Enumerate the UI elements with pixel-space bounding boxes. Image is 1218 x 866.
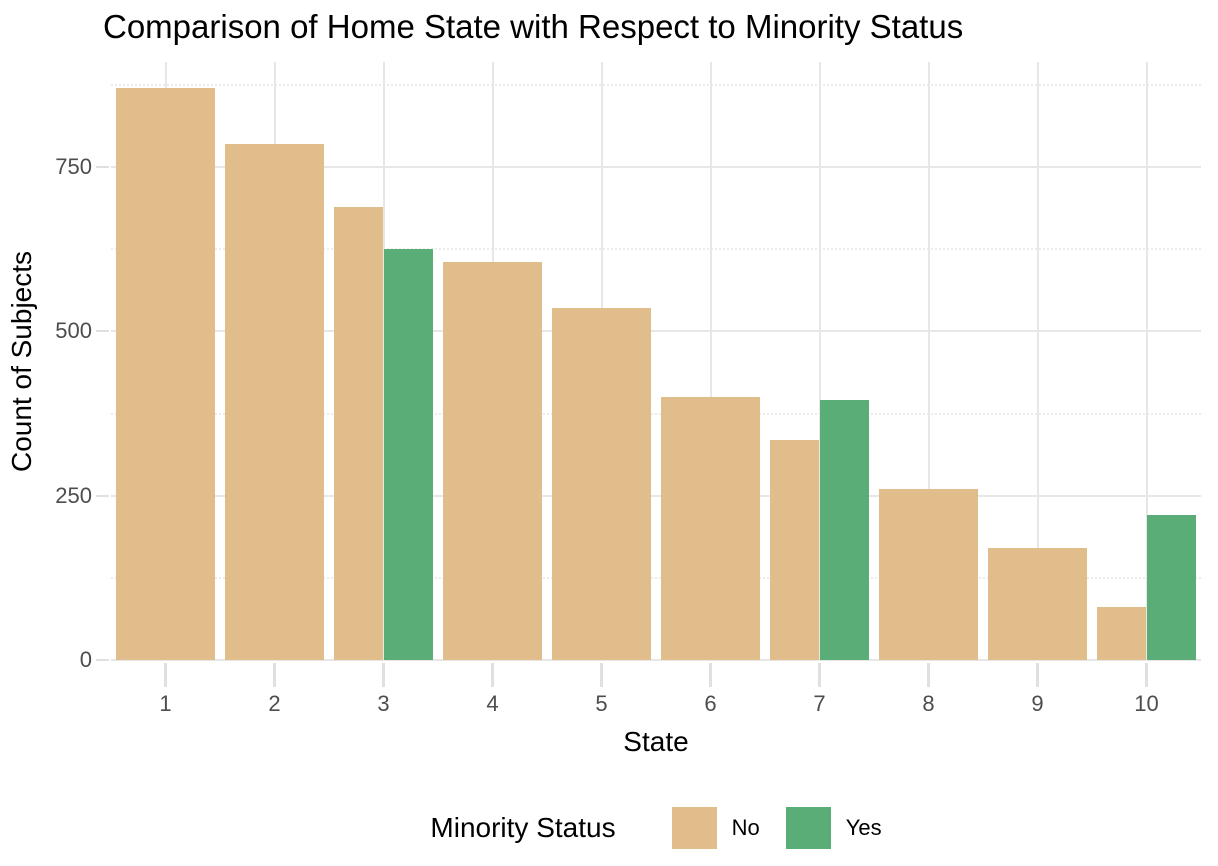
legend: Minority Status No Yes bbox=[94, 798, 1218, 858]
legend-label-no: No bbox=[731, 815, 760, 840]
y-axis-tick bbox=[96, 166, 109, 169]
bar-state-9-no bbox=[988, 548, 1087, 660]
y-tick-label: 500 bbox=[55, 318, 92, 344]
bar-state-1-no bbox=[116, 88, 215, 660]
x-tick-label: 3 bbox=[377, 691, 390, 716]
x-gridline bbox=[709, 62, 712, 660]
bar-state-6-no bbox=[661, 397, 760, 660]
x-tick-label: 7 bbox=[813, 691, 826, 716]
legend-swatch-yes bbox=[785, 807, 831, 849]
y-gridline-minor bbox=[111, 412, 1201, 415]
bar-state-3-yes bbox=[383, 249, 433, 660]
x-axis-title: State bbox=[623, 726, 689, 757]
y-tick-label: 250 bbox=[55, 482, 92, 508]
x-axis-tick bbox=[927, 663, 930, 687]
x-gridline bbox=[927, 62, 930, 660]
x-tick-label: 9 bbox=[1031, 691, 1044, 716]
x-axis-tick bbox=[164, 663, 167, 687]
x-tick-label: 4 bbox=[486, 691, 499, 716]
bar-state-3-no bbox=[334, 206, 384, 660]
legend-swatch-no bbox=[671, 807, 717, 849]
x-tick-label: 1 bbox=[159, 691, 172, 716]
y-axis-title: Count of Subjects bbox=[6, 250, 37, 472]
y-gridline-major bbox=[111, 659, 1201, 661]
bar-state-7-yes bbox=[819, 400, 869, 660]
y-axis-tick bbox=[96, 494, 109, 497]
x-tick-label: 10 bbox=[1134, 691, 1159, 716]
legend-title: Minority Status bbox=[430, 812, 616, 843]
plot-panel bbox=[111, 62, 1201, 661]
y-tick-label: 0 bbox=[79, 647, 92, 672]
y-gridline-major bbox=[111, 330, 1201, 333]
x-axis-tick bbox=[1145, 663, 1148, 687]
bar-state-10-yes bbox=[1146, 515, 1196, 660]
x-gridline bbox=[1036, 62, 1039, 660]
x-tick-label: 6 bbox=[704, 691, 717, 716]
x-axis-tick bbox=[1036, 663, 1039, 687]
x-tick-label: 8 bbox=[922, 691, 935, 716]
y-axis-tick bbox=[96, 330, 109, 333]
legend-item-no: No bbox=[671, 807, 760, 849]
x-axis-tick bbox=[709, 663, 712, 687]
x-gridline bbox=[1145, 62, 1148, 660]
x-gridline bbox=[818, 62, 821, 660]
bar-state-4-no bbox=[443, 262, 542, 660]
y-gridline-minor bbox=[111, 84, 1201, 86]
legend-item-yes: Yes bbox=[785, 807, 882, 849]
legend-label-yes: Yes bbox=[845, 815, 882, 840]
x-axis-tick bbox=[273, 663, 276, 687]
x-tick-label: 5 bbox=[595, 691, 608, 716]
bar-state-2-no bbox=[225, 144, 324, 660]
bar-state-8-no bbox=[879, 489, 978, 660]
x-axis-tick bbox=[818, 663, 821, 687]
bar-state-5-no bbox=[552, 308, 651, 660]
x-tick-label: 2 bbox=[268, 691, 281, 716]
x-axis-tick bbox=[491, 663, 494, 687]
x-axis-tick bbox=[382, 663, 385, 687]
y-gridline-minor bbox=[111, 576, 1201, 579]
y-gridline-major bbox=[111, 166, 1201, 169]
bar-state-10-no bbox=[1097, 607, 1147, 660]
y-tick-label: 750 bbox=[55, 154, 92, 180]
plot-title: Comparison of Home State with Respect to… bbox=[103, 8, 964, 45]
y-gridline-minor bbox=[111, 248, 1201, 251]
bar-state-7-no bbox=[770, 439, 820, 660]
y-gridline-major bbox=[111, 494, 1201, 497]
y-axis-tick bbox=[96, 659, 109, 661]
x-axis-tick bbox=[600, 663, 603, 687]
